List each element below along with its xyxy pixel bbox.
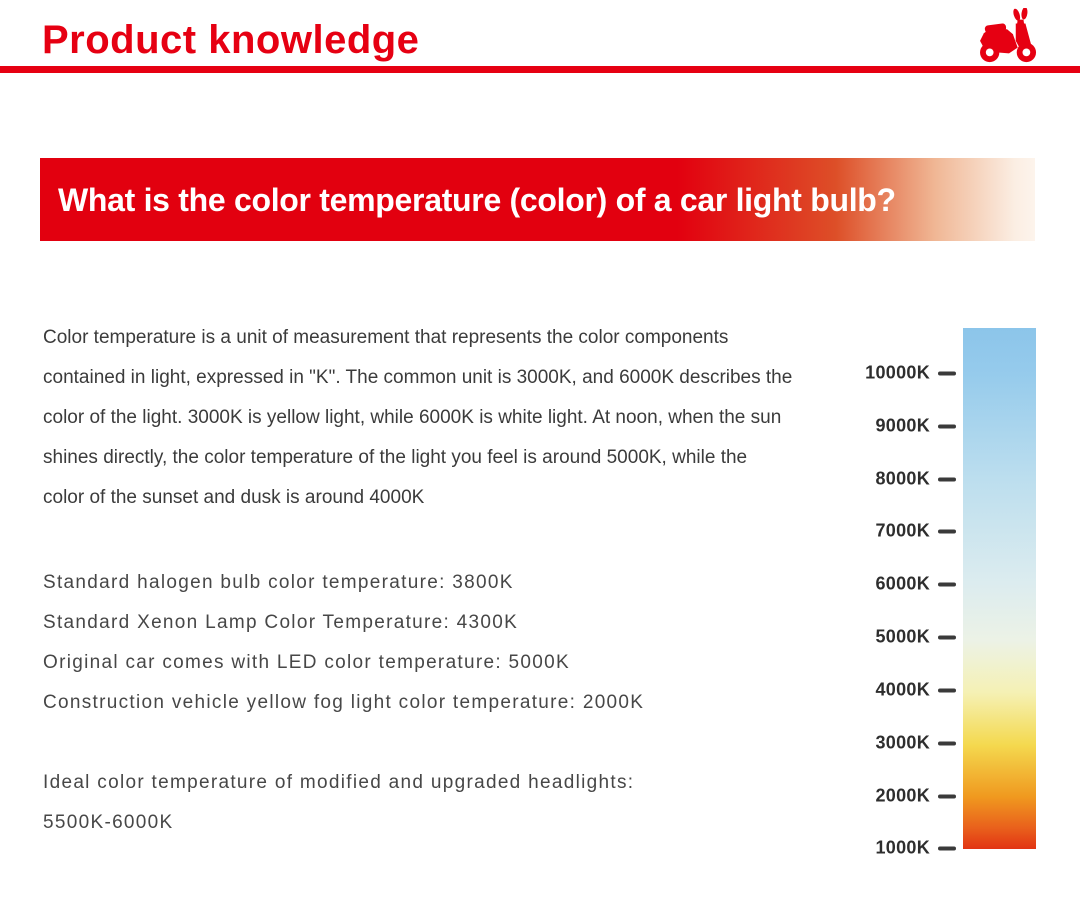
scale-tick-row: 4000K — [840, 680, 956, 701]
scale-tick-row: 1000K — [840, 838, 956, 859]
scale-label: 2000K — [875, 785, 930, 806]
scale-tick-row: 5000K — [840, 627, 956, 648]
scale-label: 9000K — [875, 415, 930, 436]
scale-label: 6000K — [875, 573, 930, 594]
tick-mark — [938, 371, 956, 375]
tick-mark — [938, 477, 956, 481]
intro-line: Color temperature is a unit of measureme… — [43, 327, 729, 348]
tick-mark — [938, 582, 956, 586]
header-divider — [0, 66, 1080, 73]
scale-label: 4000K — [875, 679, 930, 700]
scale-label: 5000K — [875, 626, 930, 647]
intro-line: color of the light. 3000K is yellow ligh… — [43, 407, 782, 428]
spec-item: Construction vehicle yellow fog light co… — [43, 692, 645, 713]
intro-paragraph: Color temperature is a unit of measureme… — [43, 318, 792, 518]
scale-tick-row: 10000K — [840, 363, 956, 384]
tick-mark — [938, 741, 956, 745]
tick-mark — [938, 635, 956, 639]
scooter-icon — [974, 7, 1044, 64]
tick-mark — [938, 529, 956, 533]
intro-line: color of the sunset and dusk is around 4… — [43, 487, 425, 508]
scale-tick-row: 8000K — [840, 469, 956, 490]
scale-tick-row: 2000K — [840, 786, 956, 807]
scale-label: 7000K — [875, 520, 930, 541]
question-banner: What is the color temperature (color) of… — [40, 158, 1035, 241]
page-title: Product knowledge — [42, 18, 420, 62]
intro-line: contained in light, expressed in "K". Th… — [43, 367, 793, 388]
spec-list: Standard halogen bulb color temperature:… — [43, 563, 644, 723]
scale-tick-row: 9000K — [840, 416, 956, 437]
scale-label: 10000K — [865, 362, 930, 383]
scale-label: 8000K — [875, 468, 930, 489]
tick-mark — [938, 794, 956, 798]
scale-label: 3000K — [875, 732, 930, 753]
ideal-paragraph: Ideal color temperature of modified and … — [43, 763, 634, 843]
spec-item: Standard halogen bulb color temperature:… — [43, 572, 514, 593]
scale-tick-row: 6000K — [840, 574, 956, 595]
tick-mark — [938, 846, 956, 850]
ideal-line: 5500K-6000K — [43, 812, 174, 833]
intro-line: shines directly, the color temperature o… — [43, 447, 748, 468]
spec-item: Original car comes with LED color temper… — [43, 652, 570, 673]
ideal-line: Ideal color temperature of modified and … — [43, 772, 635, 793]
scale-tick-row: 3000K — [840, 733, 956, 754]
tick-mark — [938, 688, 956, 692]
tick-mark — [938, 424, 956, 428]
temperature-gradient-bar — [963, 328, 1036, 849]
banner-title: What is the color temperature (color) of… — [58, 182, 896, 218]
spec-item: Standard Xenon Lamp Color Temperature: 4… — [43, 612, 519, 633]
scale-tick-row: 7000K — [840, 521, 956, 542]
scale-label: 1000K — [875, 837, 930, 858]
